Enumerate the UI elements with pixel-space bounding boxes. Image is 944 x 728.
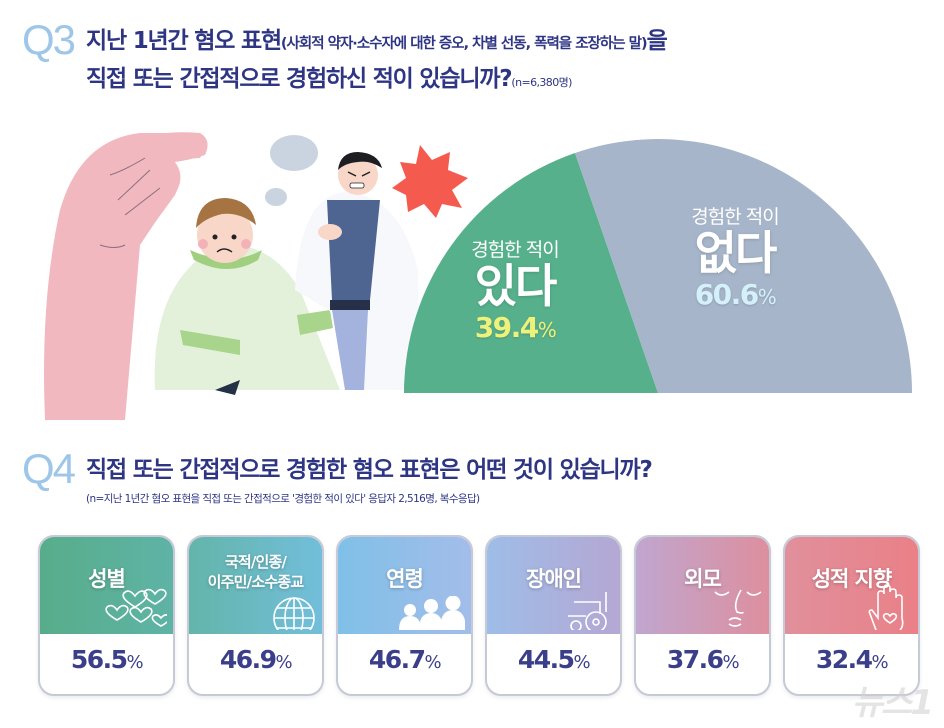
card-top: [40, 537, 173, 634]
card-value: 46.7%: [368, 645, 442, 674]
card-gender: 성별 56.5%: [38, 535, 175, 696]
q4-sample-size: (n=지난 1년간 혐오 표현을 직접 또는 간접적으로 '경험한 적이 있다'…: [86, 493, 480, 505]
card-age: 연령 46.7%: [336, 535, 473, 696]
card-value: 56.5%: [70, 645, 144, 674]
card-disability: 장애인 44.5%: [485, 535, 622, 696]
sad-face-icon: [197, 207, 253, 263]
q3-number: Q3: [22, 16, 76, 63]
pie-no-line1: 경험한 적이: [691, 206, 779, 228]
card-label: 성별: [88, 567, 126, 591]
angry-face-icon: [338, 155, 378, 195]
q3-sample-size: (n=6,380명): [511, 76, 572, 89]
globe-icon: [273, 597, 315, 630]
angry-burst-icon: [392, 145, 468, 218]
q3-title-tail: 을: [646, 28, 668, 54]
card-label: 장애인: [526, 567, 582, 591]
q3-title-line2-text: 직접 또는 간접적으로 경험하신 적이 있습니까?: [86, 66, 513, 92]
illustration-pointing-finger-scene: [44, 132, 468, 421]
pie-label-no: 경험한 적이 없다 60.6%: [665, 207, 805, 312]
q4-title: 직접 또는 간접적으로 경험한 혐오 표현은 어떤 것이 있습니까?: [86, 457, 653, 483]
card-nationality-race: 국적/인종/ 이주민/소수종교 46.9%: [187, 535, 324, 696]
card-label: 외모: [684, 567, 722, 591]
card-top: [487, 537, 620, 634]
watermark-logo: 뉴스1: [851, 683, 934, 723]
pie-label-yes: 경험한 적이 있다 39.4%: [450, 240, 580, 345]
card-value: 46.9%: [219, 645, 293, 674]
card-label: 연령: [386, 567, 424, 591]
card-appearance: 외모 37.6%: [634, 535, 771, 696]
pie-no-line2: 없다: [694, 225, 778, 280]
pie-yes-line2: 있다: [474, 258, 558, 313]
people-icon: [399, 596, 465, 630]
card-label: 성적 지향: [811, 567, 893, 591]
q3-title-line1: 지난 1년간 혐오 표현(사회적 약자·소수자에 대한 증오, 차별 선동, 폭…: [86, 28, 668, 54]
wheelchair-icon: [568, 592, 607, 630]
pie-yes-line1: 경험한 적이: [471, 239, 559, 261]
hand-heart-icon: [868, 584, 904, 630]
pie-no-percent: 60.6%: [694, 278, 777, 312]
face-icon: [714, 589, 762, 627]
q4-number: Q4: [22, 445, 76, 492]
card-top: [636, 537, 769, 634]
q3-title-main: 지난 1년간 혐오 표현: [86, 28, 282, 54]
card-sexual-orientation: 성적 지향 32.4%: [783, 535, 920, 696]
card-value: 44.5%: [517, 645, 591, 674]
card-label: 국적/인종/ 이주민/소수종교: [207, 553, 304, 592]
q3-title-line2: 직접 또는 간접적으로 경험하신 적이 있습니까?(n=6,380명): [86, 68, 572, 91]
card-value: 32.4%: [815, 645, 889, 674]
q3-title-paren: (사회적 약자·소수자에 대한 증오, 차별 선동, 폭력을 조장하는 말): [280, 36, 648, 52]
hearts-icon: [105, 588, 167, 627]
pie-yes-percent: 39.4%: [474, 311, 557, 345]
card-value: 37.6%: [666, 645, 740, 674]
